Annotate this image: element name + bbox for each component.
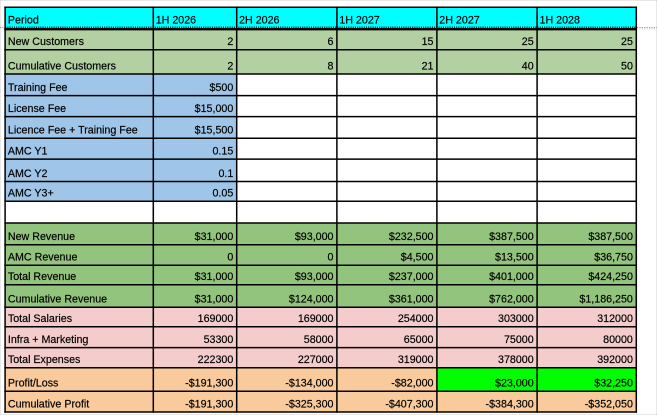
svg-text:$31,000: $31,000 [195,294,234,306]
svg-text:2H 2026: 2H 2026 [239,15,279,27]
svg-text:$4,500: $4,500 [401,252,434,264]
svg-text:319000: 319000 [398,354,434,366]
svg-text:Cumulative Revenue: Cumulative Revenue [8,294,107,306]
svg-text:$401,000: $401,000 [489,271,534,283]
svg-text:-$134,000: -$134,000 [285,378,333,390]
svg-text:53300: 53300 [204,334,234,346]
svg-text:$124,000: $124,000 [289,294,334,306]
svg-text:1H 2027: 1H 2027 [339,15,379,27]
svg-text:$15,500: $15,500 [195,125,234,137]
svg-text:AMC Y1: AMC Y1 [8,146,48,158]
svg-text:6: 6 [328,36,334,48]
svg-text:40: 40 [522,60,534,72]
svg-text:80000: 80000 [603,334,633,346]
svg-text:$1,186,250: $1,186,250 [579,294,633,306]
svg-text:$762,000: $762,000 [489,294,534,306]
svg-text:0.1: 0.1 [218,168,233,180]
svg-text:-$191,300: -$191,300 [185,378,233,390]
svg-text:222300: 222300 [198,354,234,366]
svg-text:25: 25 [522,36,534,48]
svg-text:$93,000: $93,000 [295,271,334,283]
svg-text:-$82,000: -$82,000 [391,378,433,390]
svg-text:-$191,300: -$191,300 [185,398,233,410]
svg-text:Training Fee: Training Fee [8,82,68,94]
svg-text:2: 2 [227,36,233,48]
svg-text:8: 8 [328,60,334,72]
svg-text:378000: 378000 [498,354,534,366]
svg-text:303000: 303000 [498,313,534,325]
svg-text:Cumulative Customers: Cumulative Customers [8,60,116,72]
svg-text:0: 0 [227,252,233,264]
svg-text:$387,500: $387,500 [489,231,534,243]
svg-text:169000: 169000 [198,313,234,325]
svg-text:2H 2027: 2H 2027 [439,15,479,27]
svg-text:392000: 392000 [597,354,633,366]
svg-text:$15,000: $15,000 [195,103,234,115]
svg-text:$36,750: $36,750 [594,252,633,264]
svg-text:0: 0 [328,252,334,264]
svg-text:$31,000: $31,000 [195,271,234,283]
svg-text:$13,500: $13,500 [495,252,534,264]
svg-text:58000: 58000 [304,334,334,346]
svg-text:-$407,300: -$407,300 [385,398,433,410]
svg-text:Licence Fee + Training Fee: Licence Fee + Training Fee [8,125,138,137]
svg-text:Total Expenses: Total Expenses [8,354,80,366]
svg-text:169000: 169000 [298,313,334,325]
svg-text:New Customers: New Customers [8,36,84,48]
svg-text:227000: 227000 [298,354,334,366]
svg-text:$361,000: $361,000 [389,294,434,306]
svg-text:50: 50 [621,60,633,72]
svg-text:1H 2028: 1H 2028 [540,15,580,27]
svg-text:$31,000: $31,000 [195,231,234,243]
svg-text:Total Salaries: Total Salaries [8,313,72,325]
svg-text:312000: 312000 [597,313,633,325]
svg-text:$232,500: $232,500 [389,231,434,243]
svg-text:15: 15 [422,36,434,48]
svg-text:Profit/Loss: Profit/Loss [8,378,59,390]
svg-text:65000: 65000 [404,334,434,346]
svg-text:Cumulative Profit: Cumulative Profit [8,398,89,410]
svg-text:-$352,050: -$352,050 [585,398,633,410]
svg-text:$387,500: $387,500 [588,231,633,243]
svg-text:$237,000: $237,000 [389,271,434,283]
svg-text:21: 21 [422,60,434,72]
svg-text:0.05: 0.05 [212,188,233,200]
svg-text:1H 2026: 1H 2026 [156,15,196,27]
svg-text:254000: 254000 [398,313,434,325]
svg-text:2: 2 [227,60,233,72]
svg-text:-$325,300: -$325,300 [285,398,333,410]
svg-text:75000: 75000 [504,334,534,346]
svg-text:-$384,300: -$384,300 [486,398,534,410]
svg-text:License Fee: License Fee [8,103,66,115]
svg-text:$23,000: $23,000 [495,378,534,390]
svg-text:$424,250: $424,250 [588,271,633,283]
svg-text:25: 25 [621,36,633,48]
svg-text:AMC Y2: AMC Y2 [8,168,48,180]
svg-text:0.15: 0.15 [212,146,233,158]
svg-text:Period: Period [8,15,39,27]
svg-text:New Revenue: New Revenue [8,231,75,243]
svg-text:AMC Y3+: AMC Y3+ [8,188,54,200]
svg-text:$500: $500 [210,82,234,94]
svg-text:$93,000: $93,000 [295,231,334,243]
svg-text:Total Revenue: Total Revenue [8,271,76,283]
svg-text:Infra + Marketing: Infra + Marketing [8,334,89,346]
svg-text:$32,250: $32,250 [594,378,633,390]
svg-text:AMC Revenue: AMC Revenue [8,252,78,264]
